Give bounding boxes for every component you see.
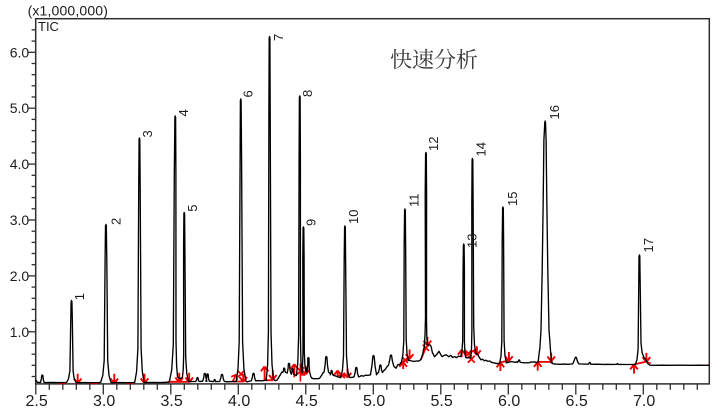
svg-text:3.0: 3.0	[93, 393, 115, 410]
svg-text:TIC: TIC	[38, 19, 59, 34]
svg-text:5.0: 5.0	[10, 100, 30, 116]
svg-text:5.5: 5.5	[430, 393, 452, 410]
svg-text:11: 11	[406, 194, 421, 208]
svg-text:4: 4	[176, 109, 191, 116]
svg-text:4.0: 4.0	[10, 156, 30, 172]
svg-text:6.0: 6.0	[10, 44, 30, 60]
svg-text:5.0: 5.0	[363, 393, 385, 410]
svg-text:13: 13	[464, 234, 479, 248]
svg-text:7: 7	[271, 34, 286, 41]
svg-text:1.0: 1.0	[10, 324, 30, 340]
svg-text:16: 16	[547, 105, 562, 119]
svg-text:2: 2	[109, 218, 124, 225]
svg-text:17: 17	[641, 238, 656, 252]
svg-text:4.0: 4.0	[228, 393, 250, 410]
svg-text:15: 15	[505, 192, 520, 206]
svg-text:2.5: 2.5	[25, 393, 47, 410]
svg-text:6.0: 6.0	[498, 393, 520, 410]
svg-text:6: 6	[241, 90, 256, 97]
svg-text:10: 10	[346, 210, 361, 224]
svg-text:12: 12	[426, 137, 441, 151]
svg-text:6.5: 6.5	[565, 393, 587, 410]
svg-text:3: 3	[140, 130, 155, 137]
svg-text:5: 5	[185, 204, 200, 211]
svg-text:1: 1	[72, 293, 87, 300]
svg-text:(x1,000,000): (x1,000,000)	[28, 3, 108, 19]
svg-text:3.0: 3.0	[10, 212, 30, 228]
svg-text:2.0: 2.0	[10, 268, 30, 284]
svg-text:8: 8	[300, 90, 315, 97]
svg-text:4.5: 4.5	[295, 393, 317, 410]
svg-text:14: 14	[474, 142, 489, 156]
svg-text:9: 9	[304, 219, 319, 226]
svg-text:7.0: 7.0	[633, 393, 655, 410]
svg-text:3.5: 3.5	[160, 393, 182, 410]
